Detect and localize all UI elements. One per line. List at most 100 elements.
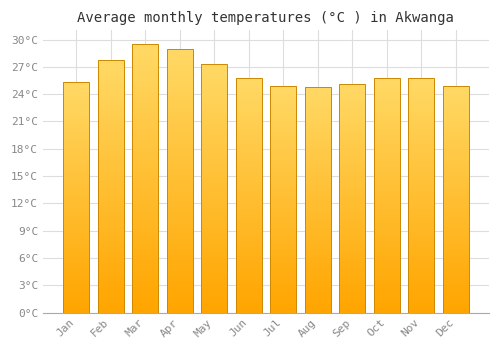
Bar [339,98,365,103]
Bar [339,272,365,276]
Bar [201,134,227,139]
Bar [408,280,434,285]
Bar [166,128,192,133]
Bar [63,174,89,179]
Bar [63,82,89,313]
Bar [442,136,468,140]
Bar [98,176,124,181]
Bar [236,78,262,83]
Bar [270,140,296,145]
Bar [374,92,400,97]
Bar [201,268,227,273]
Bar [270,104,296,108]
Bar [374,134,400,139]
Bar [408,106,434,111]
Bar [98,65,124,70]
Bar [442,213,468,217]
Bar [166,64,192,70]
Bar [201,198,227,203]
Bar [236,308,262,313]
Bar [374,270,400,275]
Bar [236,144,262,148]
Bar [236,270,262,275]
Bar [166,271,192,276]
Bar [132,200,158,205]
Bar [304,308,330,313]
Bar [236,92,262,97]
Bar [201,228,227,233]
Bar [63,271,89,276]
Bar [63,211,89,216]
Bar [201,139,227,143]
Bar [166,122,192,128]
Bar [132,141,158,146]
Bar [408,167,434,172]
Bar [339,89,365,93]
Bar [408,270,434,275]
Bar [304,114,330,119]
Bar [304,159,330,164]
Bar [98,186,124,191]
Bar [339,244,365,248]
Bar [304,209,330,213]
Bar [63,244,89,248]
Bar [374,111,400,116]
Bar [408,144,434,148]
Bar [374,299,400,303]
Bar [374,285,400,289]
Bar [166,117,192,122]
Bar [270,95,296,99]
Bar [63,197,89,202]
Bar [270,213,296,217]
Bar [201,64,227,313]
Bar [442,113,468,118]
Bar [98,196,124,201]
Bar [374,106,400,111]
Bar [98,85,124,90]
Bar [442,254,468,258]
Bar [270,204,296,208]
Bar [339,212,365,217]
Bar [270,222,296,226]
Bar [166,244,192,249]
Bar [442,226,468,231]
Bar [132,216,158,221]
Bar [304,191,330,195]
Bar [166,175,192,181]
Bar [374,200,400,205]
Bar [408,238,434,242]
Bar [408,233,434,238]
Bar [304,96,330,100]
Bar [374,219,400,223]
Bar [408,172,434,176]
Bar [374,78,400,83]
Bar [236,285,262,289]
Bar [166,297,192,302]
Bar [304,127,330,132]
Bar [201,178,227,183]
Bar [339,221,365,226]
Bar [63,253,89,257]
Bar [201,109,227,114]
Bar [201,79,227,84]
Bar [236,299,262,303]
Bar [304,218,330,222]
Bar [442,236,468,240]
Bar [236,303,262,308]
Bar [63,294,89,299]
Bar [304,132,330,136]
Bar [236,223,262,228]
Bar [132,307,158,313]
Bar [132,119,158,125]
Bar [408,97,434,101]
Bar [166,144,192,149]
Bar [408,205,434,209]
Bar [442,294,468,299]
Bar [374,87,400,92]
Bar [339,194,365,198]
Bar [63,220,89,225]
Bar [339,267,365,272]
Bar [304,222,330,227]
Bar [442,249,468,254]
Bar [442,299,468,303]
